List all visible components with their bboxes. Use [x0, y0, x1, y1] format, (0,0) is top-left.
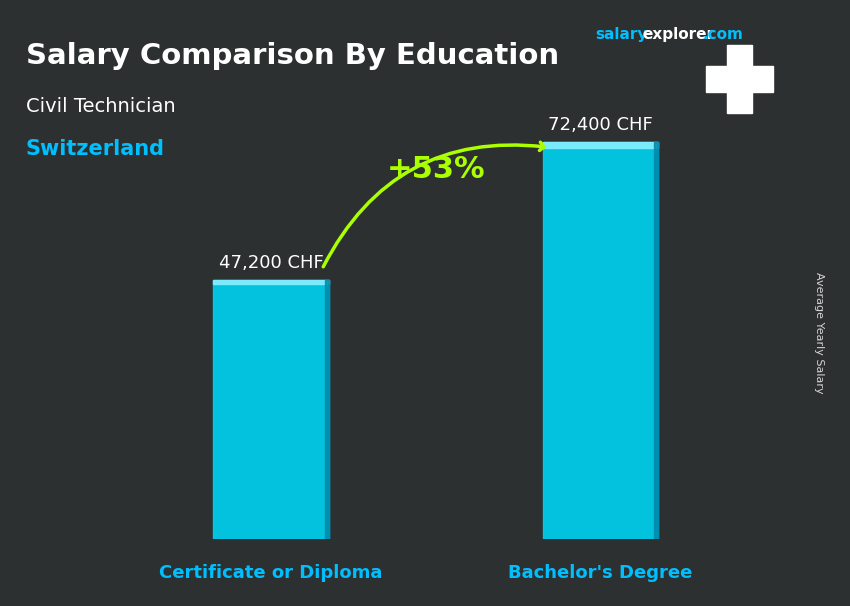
- Bar: [542, 142, 658, 148]
- Bar: [325, 280, 329, 539]
- Text: Switzerland: Switzerland: [26, 139, 165, 159]
- Bar: [727, 45, 752, 113]
- Text: Civil Technician: Civil Technician: [26, 97, 175, 116]
- Bar: [542, 142, 658, 539]
- Text: 72,400 CHF: 72,400 CHF: [548, 116, 653, 134]
- Text: Bachelor's Degree: Bachelor's Degree: [508, 564, 693, 582]
- Bar: [706, 66, 774, 92]
- Text: salary: salary: [595, 27, 648, 42]
- Text: Certificate or Diploma: Certificate or Diploma: [159, 564, 382, 582]
- Text: 47,200 CHF: 47,200 CHF: [218, 254, 323, 272]
- Text: Average Yearly Salary: Average Yearly Salary: [814, 273, 824, 394]
- Text: explorer: explorer: [643, 27, 715, 42]
- Text: Salary Comparison By Education: Salary Comparison By Education: [26, 42, 558, 70]
- Bar: [654, 142, 658, 539]
- Text: .com: .com: [702, 27, 743, 42]
- Bar: [213, 280, 329, 284]
- Bar: [213, 280, 329, 539]
- Text: +53%: +53%: [386, 155, 485, 184]
